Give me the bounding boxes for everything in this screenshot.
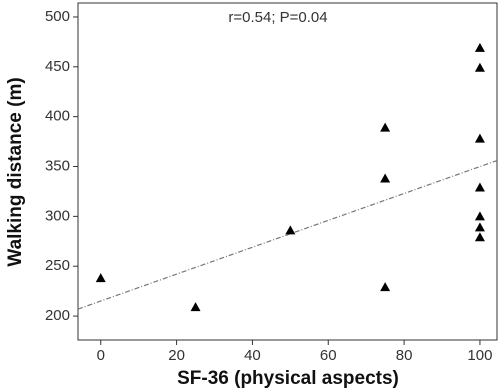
x-tick-label: 60 xyxy=(320,347,337,364)
data-point xyxy=(474,182,485,192)
data-point xyxy=(190,302,201,312)
x-tick-label: 40 xyxy=(244,347,261,364)
y-tick-label: 400 xyxy=(45,108,70,125)
data-point xyxy=(474,42,485,52)
x-tick-label: 80 xyxy=(396,347,413,364)
plot-frame xyxy=(77,2,498,341)
x-axis-title: SF-36 (physical aspects) xyxy=(177,368,399,389)
annotation: r=0.54; P=0.04 xyxy=(228,9,327,26)
data-point xyxy=(474,222,485,232)
data-point xyxy=(474,211,485,221)
y-tick-label: 350 xyxy=(45,157,70,174)
data-point xyxy=(285,225,296,235)
y-tick-label: 250 xyxy=(45,257,70,274)
data-point xyxy=(474,133,485,143)
x-tick-label: 100 xyxy=(467,347,492,364)
data-point xyxy=(380,173,391,183)
trend-line xyxy=(77,159,498,310)
y-axis-title: Walking distance (m) xyxy=(5,77,26,266)
y-tick-label: 200 xyxy=(45,307,70,324)
y-tick-label: 500 xyxy=(45,8,70,25)
data-point xyxy=(474,232,485,242)
x-tick-label: 20 xyxy=(168,347,185,364)
y-tick-label: 300 xyxy=(45,207,70,224)
data-point xyxy=(380,282,391,292)
x-tick-label: 0 xyxy=(97,347,105,364)
data-point xyxy=(380,122,391,132)
data-point xyxy=(95,273,106,283)
data-point xyxy=(474,62,485,72)
y-tick-label: 450 xyxy=(45,58,70,75)
